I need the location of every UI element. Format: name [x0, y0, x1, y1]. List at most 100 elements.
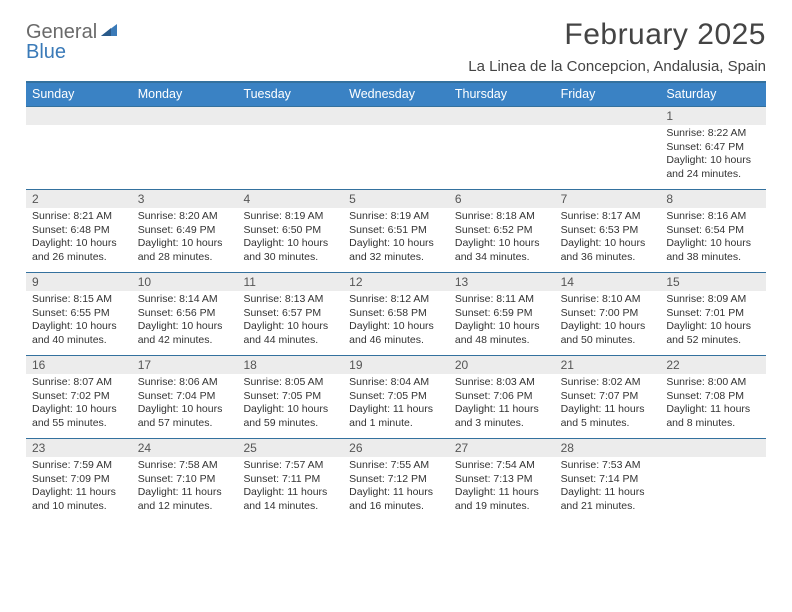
day-number: 24 — [132, 439, 238, 457]
day-number: 23 — [26, 439, 132, 457]
daylight-line: Daylight: 10 hours and 55 minutes. — [32, 403, 126, 430]
daylight-line: Daylight: 10 hours and 34 minutes. — [455, 237, 549, 264]
day-body: Sunrise: 8:14 AMSunset: 6:56 PMDaylight:… — [132, 291, 238, 352]
day-body: Sunrise: 8:13 AMSunset: 6:57 PMDaylight:… — [237, 291, 343, 352]
sunrise-line: Sunrise: 8:00 AM — [666, 376, 760, 390]
day-number: 8 — [660, 190, 766, 208]
sunset-line: Sunset: 6:56 PM — [138, 307, 232, 321]
day-body: Sunrise: 8:16 AMSunset: 6:54 PMDaylight:… — [660, 208, 766, 269]
day-cell: 11Sunrise: 8:13 AMSunset: 6:57 PMDayligh… — [237, 273, 343, 355]
day-cell: 12Sunrise: 8:12 AMSunset: 6:58 PMDayligh… — [343, 273, 449, 355]
day-body — [449, 125, 555, 131]
day-cell: 5Sunrise: 8:19 AMSunset: 6:51 PMDaylight… — [343, 190, 449, 272]
day-number — [343, 107, 449, 125]
daylight-line: Daylight: 10 hours and 32 minutes. — [349, 237, 443, 264]
day-cell: 13Sunrise: 8:11 AMSunset: 6:59 PMDayligh… — [449, 273, 555, 355]
day-number — [26, 107, 132, 125]
day-number: 6 — [449, 190, 555, 208]
daylight-line: Daylight: 11 hours and 8 minutes. — [666, 403, 760, 430]
day-number: 5 — [343, 190, 449, 208]
day-body: Sunrise: 8:19 AMSunset: 6:50 PMDaylight:… — [237, 208, 343, 269]
day-number: 13 — [449, 273, 555, 291]
logo-sail-icon — [99, 22, 119, 42]
day-body: Sunrise: 8:00 AMSunset: 7:08 PMDaylight:… — [660, 374, 766, 435]
day-body: Sunrise: 7:55 AMSunset: 7:12 PMDaylight:… — [343, 457, 449, 518]
day-cell: 17Sunrise: 8:06 AMSunset: 7:04 PMDayligh… — [132, 356, 238, 438]
daylight-line: Daylight: 10 hours and 48 minutes. — [455, 320, 549, 347]
day-cell: 10Sunrise: 8:14 AMSunset: 6:56 PMDayligh… — [132, 273, 238, 355]
day-cell: 4Sunrise: 8:19 AMSunset: 6:50 PMDaylight… — [237, 190, 343, 272]
sunset-line: Sunset: 6:57 PM — [243, 307, 337, 321]
sunset-line: Sunset: 7:08 PM — [666, 390, 760, 404]
sunset-line: Sunset: 7:11 PM — [243, 473, 337, 487]
day-cell: 18Sunrise: 8:05 AMSunset: 7:05 PMDayligh… — [237, 356, 343, 438]
week-row: 2Sunrise: 8:21 AMSunset: 6:48 PMDaylight… — [26, 189, 766, 272]
day-body: Sunrise: 8:20 AMSunset: 6:49 PMDaylight:… — [132, 208, 238, 269]
sunset-line: Sunset: 7:12 PM — [349, 473, 443, 487]
day-of-week-cell: Thursday — [449, 83, 555, 106]
daylight-line: Daylight: 10 hours and 42 minutes. — [138, 320, 232, 347]
day-number — [555, 107, 661, 125]
day-cell — [132, 107, 238, 189]
daylight-line: Daylight: 11 hours and 21 minutes. — [561, 486, 655, 513]
day-body: Sunrise: 8:05 AMSunset: 7:05 PMDaylight:… — [237, 374, 343, 435]
day-body: Sunrise: 8:22 AMSunset: 6:47 PMDaylight:… — [660, 125, 766, 186]
sunrise-line: Sunrise: 7:53 AM — [561, 459, 655, 473]
day-number: 10 — [132, 273, 238, 291]
day-body: Sunrise: 8:15 AMSunset: 6:55 PMDaylight:… — [26, 291, 132, 352]
day-cell — [343, 107, 449, 189]
day-body: Sunrise: 8:09 AMSunset: 7:01 PMDaylight:… — [660, 291, 766, 352]
day-cell: 8Sunrise: 8:16 AMSunset: 6:54 PMDaylight… — [660, 190, 766, 272]
day-cell: 21Sunrise: 8:02 AMSunset: 7:07 PMDayligh… — [555, 356, 661, 438]
sunrise-line: Sunrise: 7:59 AM — [32, 459, 126, 473]
logo-general: General — [26, 21, 97, 43]
daylight-line: Daylight: 11 hours and 10 minutes. — [32, 486, 126, 513]
day-cell: 28Sunrise: 7:53 AMSunset: 7:14 PMDayligh… — [555, 439, 661, 521]
daylight-line: Daylight: 10 hours and 52 minutes. — [666, 320, 760, 347]
sunrise-line: Sunrise: 8:16 AM — [666, 210, 760, 224]
day-body: Sunrise: 7:57 AMSunset: 7:11 PMDaylight:… — [237, 457, 343, 518]
day-of-week-cell: Monday — [132, 83, 238, 106]
day-of-week-cell: Tuesday — [237, 83, 343, 106]
day-cell: 27Sunrise: 7:54 AMSunset: 7:13 PMDayligh… — [449, 439, 555, 521]
logo-text: GeneralBlue — [26, 22, 119, 62]
sunset-line: Sunset: 7:00 PM — [561, 307, 655, 321]
sunrise-line: Sunrise: 8:13 AM — [243, 293, 337, 307]
daylight-line: Daylight: 10 hours and 28 minutes. — [138, 237, 232, 264]
day-body: Sunrise: 8:02 AMSunset: 7:07 PMDaylight:… — [555, 374, 661, 435]
week-row: 9Sunrise: 8:15 AMSunset: 6:55 PMDaylight… — [26, 272, 766, 355]
sunrise-line: Sunrise: 8:19 AM — [349, 210, 443, 224]
day-number: 7 — [555, 190, 661, 208]
day-body: Sunrise: 8:07 AMSunset: 7:02 PMDaylight:… — [26, 374, 132, 435]
day-number: 17 — [132, 356, 238, 374]
day-body: Sunrise: 8:17 AMSunset: 6:53 PMDaylight:… — [555, 208, 661, 269]
day-cell: 3Sunrise: 8:20 AMSunset: 6:49 PMDaylight… — [132, 190, 238, 272]
day-body — [555, 125, 661, 131]
day-cell: 20Sunrise: 8:03 AMSunset: 7:06 PMDayligh… — [449, 356, 555, 438]
day-number: 11 — [237, 273, 343, 291]
sunset-line: Sunset: 6:52 PM — [455, 224, 549, 238]
sunset-line: Sunset: 6:48 PM — [32, 224, 126, 238]
day-cell — [555, 107, 661, 189]
calendar: SundayMondayTuesdayWednesdayThursdayFrid… — [26, 81, 766, 521]
sunrise-line: Sunrise: 8:05 AM — [243, 376, 337, 390]
sunset-line: Sunset: 6:59 PM — [455, 307, 549, 321]
sunrise-line: Sunrise: 8:02 AM — [561, 376, 655, 390]
sunset-line: Sunset: 7:05 PM — [243, 390, 337, 404]
day-body — [343, 125, 449, 131]
day-body: Sunrise: 8:04 AMSunset: 7:05 PMDaylight:… — [343, 374, 449, 435]
sunrise-line: Sunrise: 8:20 AM — [138, 210, 232, 224]
weeks-container: 1Sunrise: 8:22 AMSunset: 6:47 PMDaylight… — [26, 106, 766, 521]
day-cell: 1Sunrise: 8:22 AMSunset: 6:47 PMDaylight… — [660, 107, 766, 189]
day-cell: 6Sunrise: 8:18 AMSunset: 6:52 PMDaylight… — [449, 190, 555, 272]
day-number — [660, 439, 766, 457]
day-number: 16 — [26, 356, 132, 374]
sunrise-line: Sunrise: 8:14 AM — [138, 293, 232, 307]
day-cell — [237, 107, 343, 189]
day-of-week-cell: Wednesday — [343, 83, 449, 106]
day-cell: 7Sunrise: 8:17 AMSunset: 6:53 PMDaylight… — [555, 190, 661, 272]
day-body: Sunrise: 8:03 AMSunset: 7:06 PMDaylight:… — [449, 374, 555, 435]
sunset-line: Sunset: 7:02 PM — [32, 390, 126, 404]
sunset-line: Sunset: 6:55 PM — [32, 307, 126, 321]
sunrise-line: Sunrise: 8:06 AM — [138, 376, 232, 390]
